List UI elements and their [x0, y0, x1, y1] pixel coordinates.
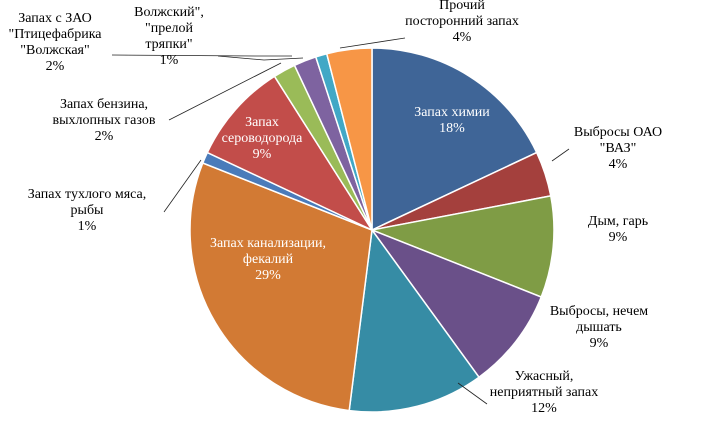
slice-label: Ужасный, неприятный запах 12% — [490, 369, 598, 416]
slice-label-line: 9% — [609, 230, 628, 245]
slice-label-line: фекалий — [243, 252, 294, 267]
slice-label-line: "Волжская" — [20, 43, 89, 58]
slice-label-line: Ужасный, — [515, 369, 574, 384]
pie-slice — [369, 195, 555, 298]
slice-label-line: "ЕПК — [152, 0, 186, 4]
pie-slice — [371, 47, 538, 232]
slice-label-line: Запах — [245, 115, 279, 130]
slice-label: Запах канализации, фекалий 29% — [210, 236, 326, 283]
slice-label-line: дышать — [576, 320, 622, 335]
pie-slice — [206, 75, 375, 232]
slice-label-line: тряпки" — [145, 37, 192, 52]
leader-line — [111, 54, 292, 57]
leader-line — [168, 62, 282, 121]
slice-label-line: 18% — [439, 121, 465, 136]
slice-label: Выбросы ОАО "ВАЗ" 4% — [574, 125, 662, 172]
slice-label: Запах бензина, выхлопных газов 2% — [53, 97, 156, 144]
pie-slice — [325, 47, 373, 231]
slice-label-line: неприятный запах — [490, 385, 598, 400]
slice-label-line: 4% — [453, 30, 472, 45]
leader-line — [457, 382, 488, 405]
slice-label: Выбросы, нечем дышать 9% — [550, 304, 648, 351]
slice-label-line: посторонний запах — [405, 14, 519, 29]
slice-label: Запах химии 18% — [414, 105, 490, 136]
pie-slice — [348, 228, 481, 413]
slice-label-line: "Птицефабрика — [8, 27, 102, 42]
leader-line — [217, 55, 304, 61]
leader-line — [339, 37, 406, 49]
slice-label: Дым, гарь 9% — [588, 214, 648, 245]
slice-label-line: "прелой — [145, 21, 193, 36]
pie-slice — [369, 228, 543, 379]
slice-label: Запах с ЗАО "Птицефабрика "Волжская" 2% — [8, 11, 102, 74]
slice-label-line: 9% — [253, 147, 272, 162]
slice-label: Запах сероводорода 9% — [222, 115, 304, 162]
slice-label-line: 2% — [46, 59, 65, 74]
slice-label: Прочий посторонний запах 4% — [405, 0, 519, 45]
slice-label-line: Прочий — [439, 0, 485, 13]
leader-line — [163, 159, 202, 213]
slice-label-line: 9% — [590, 336, 609, 351]
slice-label-line: 12% — [531, 401, 557, 416]
pie-slice — [189, 162, 373, 412]
slice-label-line: сероводорода — [222, 131, 304, 146]
slice-label: Запах с ОАО"ЕПКВолжский","прелойтряпки"1… — [131, 0, 207, 68]
slice-label-line: 29% — [255, 268, 281, 283]
slice-label-line: Дым, гарь — [588, 214, 648, 229]
slice-label: Запах тухлого мяса, рыбы 1% — [28, 187, 146, 234]
slice-label-line: Запах тухлого мяса, — [28, 187, 146, 202]
slice-label-line: Запах канализации, — [210, 236, 326, 251]
slice-label-line: Запах химии — [414, 105, 490, 120]
slice-label-line: "ВАЗ" — [600, 141, 637, 156]
slice-label-line: 1% — [78, 219, 97, 234]
slice-label-line: Выбросы ОАО — [574, 125, 662, 140]
slice-label-line: Выбросы, нечем — [550, 304, 648, 319]
slice-label-line: Волжский", — [134, 5, 204, 20]
slice-label-line: Запах бензина, — [60, 97, 148, 112]
slice-label-line: выхлопных газов — [53, 113, 156, 128]
slice-label-line: 4% — [609, 157, 628, 172]
leader-line — [551, 148, 570, 162]
slice-label-line: 2% — [95, 129, 114, 144]
slice-label-line: 1% — [160, 53, 179, 68]
slice-label-line: рыбы — [71, 203, 105, 218]
slice-label-line: Запах с ЗАО — [18, 11, 92, 26]
